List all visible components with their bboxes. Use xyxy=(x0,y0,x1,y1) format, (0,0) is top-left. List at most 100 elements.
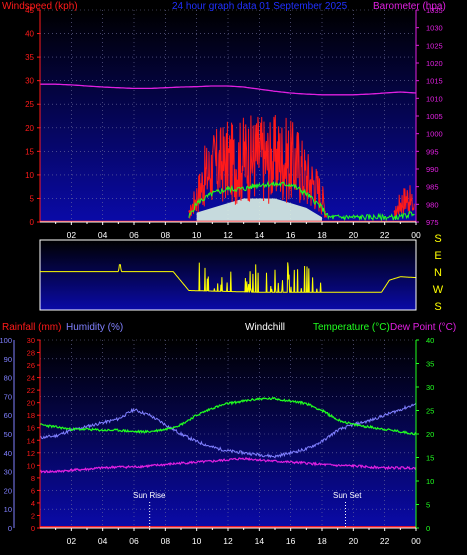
rain-tick-label: 26 xyxy=(27,361,35,370)
x-tick-label: 04 xyxy=(98,230,108,240)
rain-tick-label: 6 xyxy=(31,486,35,495)
dewpoint-series-line xyxy=(39,456,417,474)
x-tick-label: 16 xyxy=(286,230,296,240)
wind-tick-label: 15 xyxy=(25,147,34,156)
rain-tick-label: 12 xyxy=(27,449,35,458)
x-tick-label: 06 xyxy=(129,230,139,240)
rainfall-axis-title: Rainfall (mm) xyxy=(2,322,61,333)
rain-tick-label: 24 xyxy=(27,374,35,383)
rain-tick-label: 30 xyxy=(27,336,35,345)
baro-tick-label: 995 xyxy=(426,147,439,156)
direction-tick-label: S xyxy=(434,301,441,313)
wind-baro-axes: 0510152025303540459759809859909951000100… xyxy=(25,6,443,240)
wind-tick-label: 10 xyxy=(25,171,34,180)
temp-tick-label: 40 xyxy=(426,336,434,345)
x-tick-label: 08 xyxy=(161,536,171,546)
temp-tick-label: 35 xyxy=(426,360,434,369)
humidity-tick-label: 80 xyxy=(4,374,12,383)
windspeed-series-line xyxy=(188,114,327,219)
humidity-tick-label: 90 xyxy=(4,355,12,364)
wind-tick-label: 35 xyxy=(25,53,34,62)
baro-tick-label: 1010 xyxy=(426,94,443,103)
baro-tick-label: 1035 xyxy=(426,6,443,15)
x-tick-label: 22 xyxy=(380,230,390,240)
x-tick-label: 06 xyxy=(129,536,139,546)
wind-baro-series xyxy=(40,83,417,223)
baro-tick-label: 1025 xyxy=(426,41,443,50)
x-tick-label: 14 xyxy=(255,536,265,546)
dewpoint-legend: Dew Point (°C) xyxy=(390,322,456,333)
wind-direction-series-line xyxy=(40,262,416,293)
x-tick-label: 14 xyxy=(255,230,265,240)
rain-tick-label: 16 xyxy=(27,424,35,433)
rain-tick-label: 22 xyxy=(27,386,35,395)
rain-tick-label: 2 xyxy=(31,511,35,520)
temp-tick-label: 25 xyxy=(426,407,434,416)
baro-tick-label: 1030 xyxy=(426,24,443,33)
x-tick-label: 16 xyxy=(286,536,296,546)
baro-tick-label: 1015 xyxy=(426,77,443,86)
baro-tick-label: 990 xyxy=(426,165,439,174)
wind-axis-title: Windspeed (kph) xyxy=(2,1,78,12)
temperature-axis-title: Temperature (°C) xyxy=(313,322,390,333)
humidity-tick-label: 20 xyxy=(4,486,12,495)
windspeed-series-line-late xyxy=(393,185,415,219)
wind-tick-label: 40 xyxy=(25,30,34,39)
temp-tick-label: 0 xyxy=(426,524,430,533)
average-wind-series-line xyxy=(188,180,415,222)
humidity-tick-label: 60 xyxy=(4,411,12,420)
wind-tick-label: 20 xyxy=(25,124,34,133)
baro-tick-label: 1005 xyxy=(426,112,443,121)
windgust-series-area xyxy=(196,198,322,222)
rain-tick-label: 14 xyxy=(27,436,35,445)
wind-tick-label: 45 xyxy=(25,6,34,15)
x-tick-label: 22 xyxy=(380,536,390,546)
barometer-series-line xyxy=(40,83,417,96)
baro-tick-label: 985 xyxy=(426,183,439,192)
humidity-tick-label: 70 xyxy=(4,392,12,401)
humidity-tick-label: 0 xyxy=(8,524,12,533)
windchill-legend: Windchill xyxy=(245,322,285,333)
x-tick-label: 18 xyxy=(317,536,327,546)
chart-title: 24 hour graph data 01 September 2025 xyxy=(172,1,348,12)
sunrise-label: Sun Rise xyxy=(133,491,166,500)
humidity-tick-label: 30 xyxy=(4,468,12,477)
direction-plot-area xyxy=(40,240,416,310)
temp-humidity-series xyxy=(39,396,417,528)
sunset-label: Sun Set xyxy=(333,491,362,500)
wind-tick-label: 30 xyxy=(25,77,34,86)
rain-tick-label: 18 xyxy=(27,411,35,420)
humidity-tick-label: 50 xyxy=(4,430,12,439)
humidity-axis-title: Humidity (%) xyxy=(66,322,123,333)
wind-tick-label: 5 xyxy=(30,194,35,203)
x-tick-label: 10 xyxy=(192,536,202,546)
x-tick-label: 12 xyxy=(223,536,233,546)
temp-humidity-axes: 0102030405060708090100024681012141618202… xyxy=(0,336,434,546)
temp-tick-label: 15 xyxy=(426,454,434,463)
humidity-tick-label: 40 xyxy=(4,449,12,458)
baro-tick-label: 1020 xyxy=(426,59,443,68)
x-tick-label: 00 xyxy=(411,536,421,546)
wind-tick-label: 0 xyxy=(30,218,35,227)
temp-tick-label: 5 xyxy=(426,501,430,510)
x-tick-label: 12 xyxy=(223,230,233,240)
baro-tick-label: 1000 xyxy=(426,130,443,139)
direction-tick-label: S xyxy=(434,233,441,245)
baro-tick-label: 975 xyxy=(426,218,439,227)
rain-tick-label: 4 xyxy=(31,499,35,508)
baro-tick-label: 980 xyxy=(426,200,439,209)
x-tick-label: 00 xyxy=(411,230,421,240)
x-tick-label: 18 xyxy=(317,230,327,240)
x-tick-label: 02 xyxy=(67,230,77,240)
temp-tick-label: 10 xyxy=(426,477,434,486)
x-tick-label: 10 xyxy=(192,230,202,240)
temperature-series-line xyxy=(39,396,417,436)
humidity-tick-label: 100 xyxy=(0,336,12,345)
direction-plot-frame xyxy=(39,239,417,311)
rain-tick-label: 8 xyxy=(31,474,35,483)
temp-tick-label: 20 xyxy=(426,430,434,439)
rain-tick-label: 28 xyxy=(27,349,35,358)
x-tick-label: 20 xyxy=(349,536,359,546)
